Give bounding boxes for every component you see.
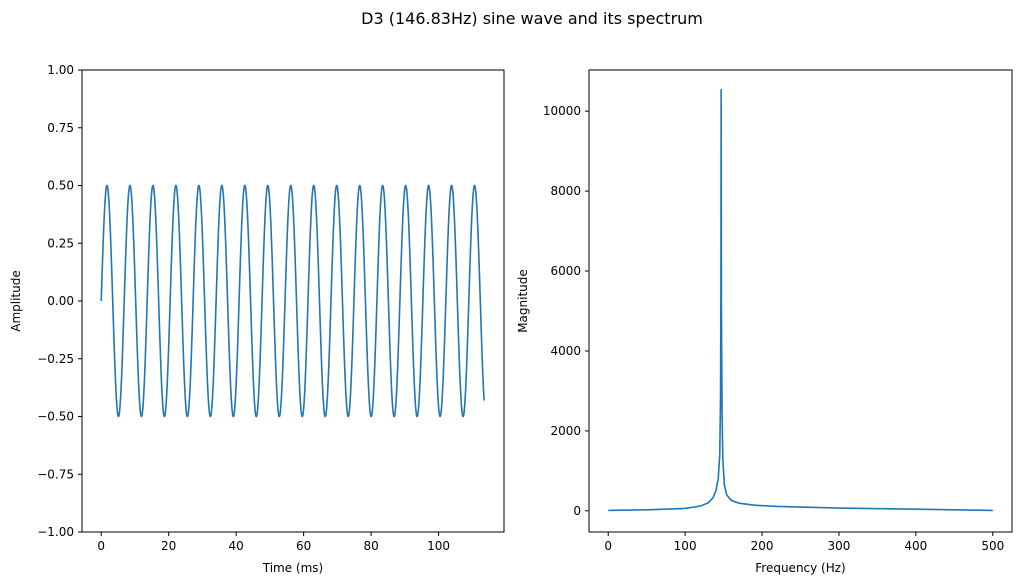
x-tick-label: 20 <box>161 539 176 553</box>
x-tick-label: 0 <box>97 539 105 553</box>
y-tick-label: 0.00 <box>47 294 74 308</box>
y-tick-label: 6000 <box>550 264 581 278</box>
spectrum-x-ticks: 0 100 200 300 400 500 <box>604 532 1004 553</box>
waveform-plot: 0 20 40 60 80 100 −1.00 −0.75 −0.50 −0.25 0.00 0.2… <box>9 63 505 575</box>
waveform-y-axis-label: Amplitude <box>9 270 23 332</box>
figure-title: D3 (146.83Hz) sine wave and its spectrum <box>361 9 703 28</box>
y-tick-label: −1.00 <box>37 525 74 539</box>
y-tick-label: −0.50 <box>37 410 74 424</box>
y-tick-label: 0.25 <box>47 236 74 250</box>
waveform-x-axis-label: Time (ms) <box>262 561 324 575</box>
x-tick-label: 80 <box>363 539 378 553</box>
waveform-y-ticks: −1.00 −0.75 −0.50 −0.25 0.00 0.25 0.50 0.75 1.00 <box>37 63 82 539</box>
spectrum-axes-frame <box>588 69 1013 533</box>
x-tick-label: 100 <box>674 539 697 553</box>
spectrum-x-axis-label: Frequency (Hz) <box>755 561 846 575</box>
y-tick-label: −0.75 <box>37 467 74 481</box>
y-tick-label: −0.25 <box>37 352 74 366</box>
spectrum-line <box>608 89 993 512</box>
x-tick-label: 60 <box>296 539 311 553</box>
y-tick-label: 0.50 <box>47 179 74 193</box>
y-tick-label: 2000 <box>550 424 581 438</box>
x-tick-label: 0 <box>604 539 612 553</box>
sine-wave-line <box>100 184 485 418</box>
x-tick-label: 500 <box>981 539 1004 553</box>
y-tick-label: 0.75 <box>47 121 74 135</box>
spectrum-plot: 0 100 200 300 400 500 0200040006000800010000 … <box>516 69 1013 575</box>
y-tick-label: 10000 <box>543 104 581 118</box>
x-tick-label: 400 <box>904 539 927 553</box>
x-tick-label: 100 <box>427 539 450 553</box>
waveform-x-ticks: 0 20 40 60 80 100 <box>97 532 450 553</box>
spectrum-y-axis-label: Magnitude <box>516 269 530 333</box>
spectrum-y-ticks: 0 2000 4000 6000 8000 10000 <box>543 104 589 518</box>
x-tick-label: 300 <box>828 539 851 553</box>
x-tick-label: 200 <box>751 539 774 553</box>
y-tick-label: 4000 <box>550 344 581 358</box>
y-tick-label: 1.00 <box>47 63 74 77</box>
y-tick-label: 8000 <box>550 184 581 198</box>
x-tick-label: 40 <box>229 539 244 553</box>
waveform-axes-frame <box>81 69 505 533</box>
y-tick-label: 0 <box>573 504 581 518</box>
